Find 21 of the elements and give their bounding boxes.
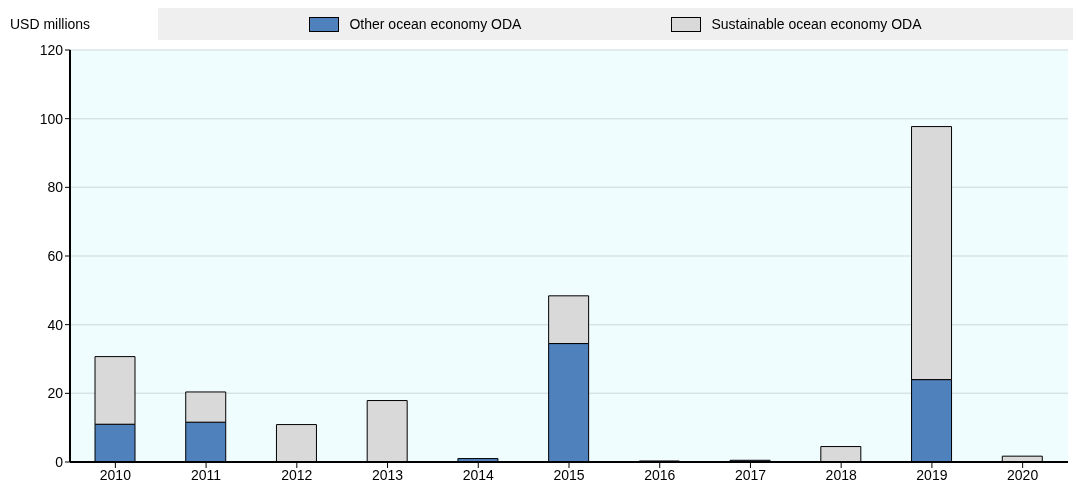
x-tick-label: 2018 bbox=[825, 466, 857, 483]
y-axis-title: USD millions bbox=[10, 16, 91, 32]
x-tick-label: 2019 bbox=[916, 466, 948, 483]
x-tick-label: 2020 bbox=[1007, 466, 1039, 483]
y-tick-label: 60 bbox=[47, 247, 64, 264]
y-tick-label: 100 bbox=[39, 110, 64, 127]
x-tick-label: 2011 bbox=[191, 466, 222, 483]
y-tick-label: 20 bbox=[47, 385, 64, 402]
x-tick-label: 2015 bbox=[553, 466, 585, 483]
x-tick-label: 2013 bbox=[371, 466, 404, 483]
x-tick-label: 2017 bbox=[734, 466, 767, 483]
y-tick-label: 120 bbox=[39, 41, 64, 58]
x-tick-label: 2010 bbox=[99, 466, 132, 483]
legend-label: Other ocean economy ODA bbox=[349, 16, 522, 32]
x-tick-label: 2016 bbox=[644, 466, 676, 483]
y-tick-label: 0 bbox=[55, 453, 64, 470]
x-tick-label: 2012 bbox=[281, 466, 313, 483]
y-tick-label: 40 bbox=[47, 316, 64, 333]
x-tick-label: 2014 bbox=[462, 466, 495, 483]
legend-label: Sustainable ocean economy ODA bbox=[711, 16, 922, 32]
y-tick-label: 80 bbox=[47, 179, 64, 196]
